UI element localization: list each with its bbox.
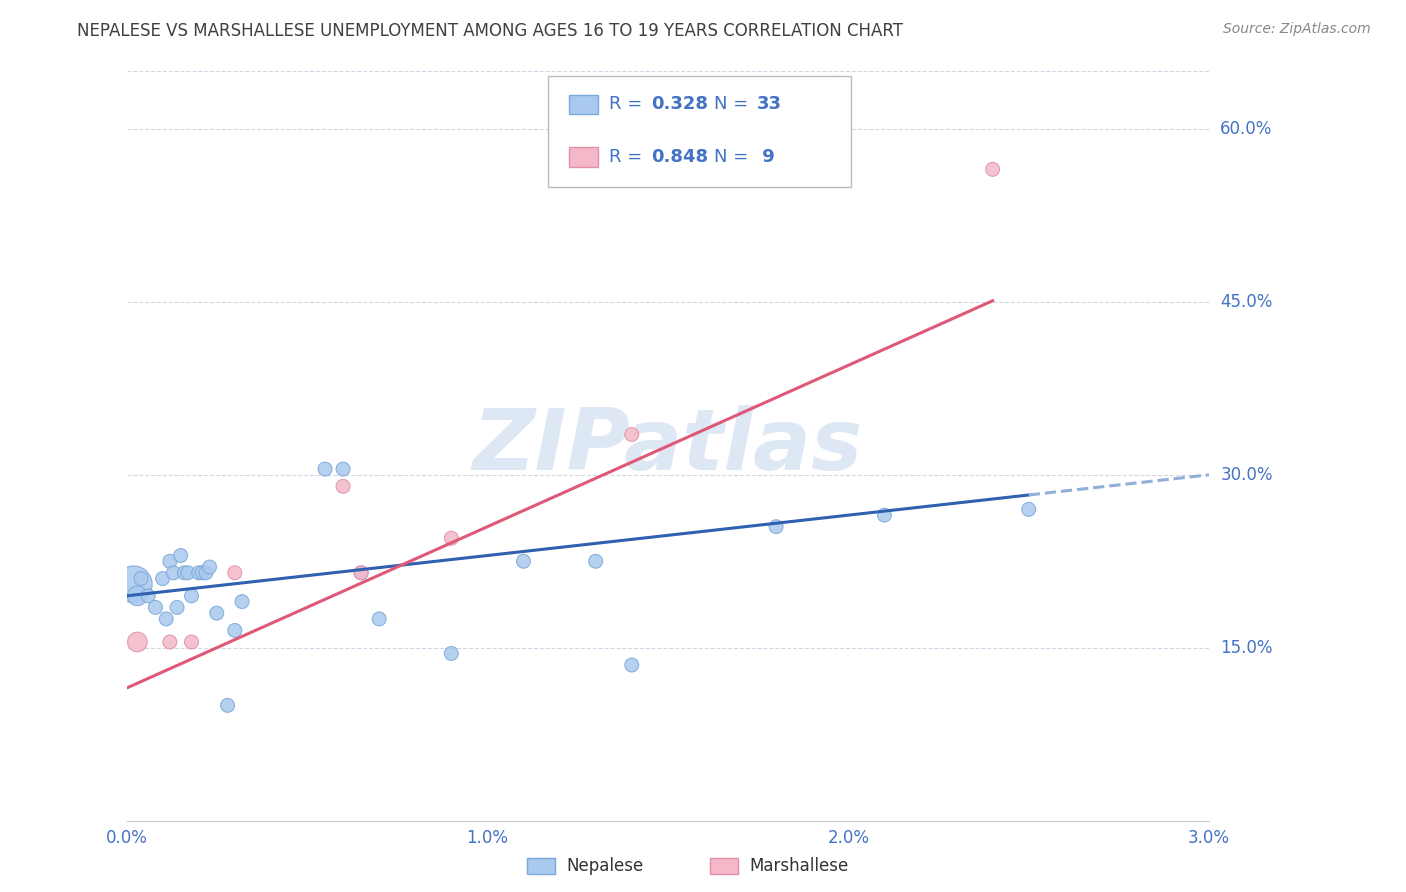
Point [166, 600, 188, 615]
Point [191, 566, 214, 580]
Point [177, 566, 200, 580]
Point [162, 566, 184, 580]
Text: 9: 9 [756, 148, 775, 166]
Text: 60.0%: 60.0% [1220, 120, 1272, 138]
Point [180, 635, 202, 649]
Point [122, 577, 145, 591]
Point [169, 549, 191, 563]
Text: 0.328: 0.328 [651, 95, 709, 113]
Point [155, 612, 177, 626]
Text: 30.0%: 30.0% [1220, 466, 1272, 483]
Point [127, 635, 149, 649]
Text: Source: ZipAtlas.com: Source: ZipAtlas.com [1223, 22, 1371, 37]
Point [332, 462, 354, 476]
Point [1018, 502, 1040, 516]
Text: N =: N = [714, 148, 754, 166]
Point [440, 531, 463, 545]
Point [180, 589, 202, 603]
Point [231, 594, 253, 608]
Text: R =: R = [609, 95, 648, 113]
Point [350, 566, 373, 580]
Text: R =: R = [609, 148, 648, 166]
Point [620, 427, 643, 442]
Point [205, 606, 228, 620]
Point [159, 554, 181, 568]
Point [173, 566, 195, 580]
Point [187, 566, 209, 580]
Point [217, 698, 239, 713]
Text: 33: 33 [756, 95, 782, 113]
Point [332, 479, 354, 493]
Text: NEPALESE VS MARSHALLESE UNEMPLOYMENT AMONG AGES 16 TO 19 YEARS CORRELATION CHART: NEPALESE VS MARSHALLESE UNEMPLOYMENT AMO… [77, 22, 903, 40]
Point [198, 560, 221, 574]
Text: N =: N = [714, 95, 754, 113]
Point [981, 162, 1004, 177]
Point [314, 462, 336, 476]
Point [159, 635, 181, 649]
Point [194, 566, 217, 580]
Point [765, 519, 787, 533]
Text: 0.848: 0.848 [651, 148, 709, 166]
Point [129, 572, 152, 586]
Point [512, 554, 534, 568]
Point [152, 572, 174, 586]
Point [620, 658, 643, 673]
Text: ZIPatlas: ZIPatlas [472, 404, 863, 488]
Point [136, 589, 159, 603]
Text: Marshallese: Marshallese [749, 857, 849, 875]
Point [145, 600, 167, 615]
Point [440, 647, 463, 661]
Point [350, 566, 373, 580]
Point [873, 508, 896, 523]
Text: Nepalese: Nepalese [567, 857, 644, 875]
Point [368, 612, 391, 626]
Point [224, 566, 246, 580]
Point [585, 554, 607, 568]
Point [127, 589, 149, 603]
Text: 15.0%: 15.0% [1220, 639, 1272, 657]
Text: 45.0%: 45.0% [1220, 293, 1272, 311]
Point [224, 624, 246, 638]
